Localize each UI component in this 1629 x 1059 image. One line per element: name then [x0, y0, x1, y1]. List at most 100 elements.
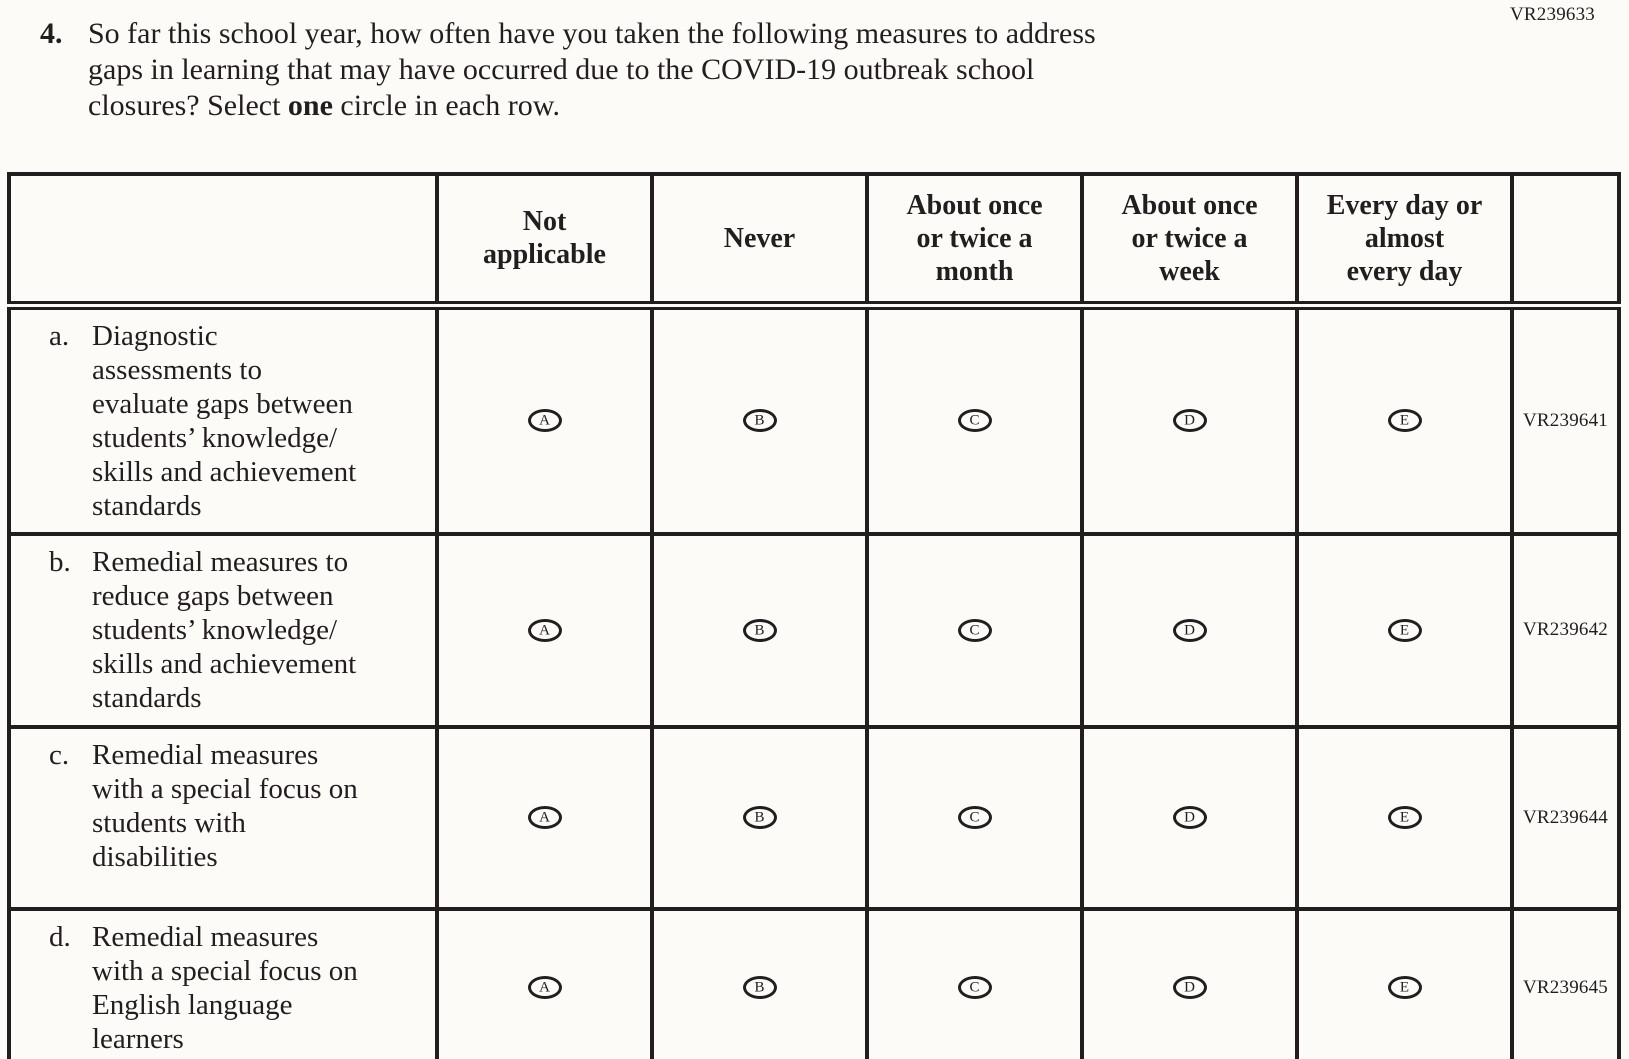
- row-stub-cell: b. Remedial measures to reduce gaps betwe…: [7, 531, 439, 729]
- option-bubble-c[interactable]: C: [957, 976, 992, 999]
- option-cell: B: [650, 531, 869, 729]
- column-header-line: Every day or: [1326, 189, 1483, 221]
- option-cell: C: [865, 303, 1084, 536]
- row-label-line: standards: [92, 489, 202, 522]
- row-label-line: reduce gaps between: [92, 579, 334, 612]
- row-label-line: Diagnostic: [92, 319, 218, 352]
- column-header-line: applicable: [483, 239, 606, 271]
- option-bubble-b[interactable]: B: [742, 618, 777, 642]
- column-header-line: About once: [906, 189, 1043, 221]
- option-bubble-b[interactable]: B: [742, 806, 777, 829]
- column-header-line: week: [1159, 255, 1220, 287]
- question-line-2: gaps in learning that may have occurred …: [88, 53, 1035, 86]
- option-cell: D: [1080, 531, 1299, 729]
- row-label-line: students’ knowledge/: [92, 613, 338, 646]
- option-bubble-b[interactable]: B: [742, 976, 777, 999]
- option-bubble-d[interactable]: D: [1172, 409, 1207, 432]
- page-form-code: VR239633: [1510, 4, 1595, 25]
- option-bubble-d[interactable]: D: [1172, 806, 1207, 829]
- row-label-line: learners: [92, 1022, 184, 1055]
- row-label: Remedial measures with a special focus on…: [92, 738, 429, 874]
- option-bubble-e[interactable]: E: [1387, 976, 1422, 999]
- option-bubble-a[interactable]: A: [527, 409, 562, 432]
- option-cell: B: [650, 303, 869, 536]
- column-header-line: every day: [1346, 255, 1463, 287]
- row-code: VR239645: [1510, 906, 1621, 1059]
- question-line-1: So far this school year, how often have …: [88, 17, 1096, 50]
- column-header-line: or twice a: [1131, 222, 1248, 254]
- column-header-line: About once: [1121, 189, 1258, 221]
- table-row: d. Remedial measures with a special focus…: [7, 906, 1621, 1059]
- row-label-line: Remedial measures: [92, 738, 319, 771]
- option-bubble-b[interactable]: B: [742, 409, 777, 432]
- option-cell: C: [865, 906, 1084, 1059]
- column-header-line: almost: [1364, 222, 1445, 254]
- option-cell: E: [1295, 303, 1514, 536]
- question-number: 4.: [40, 17, 63, 50]
- row-stub-cell: d. Remedial measures with a special focus…: [7, 906, 439, 1059]
- option-bubble-c[interactable]: C: [957, 806, 992, 829]
- option-cell: B: [650, 906, 869, 1059]
- option-cell: D: [1080, 724, 1299, 911]
- option-bubble-d[interactable]: D: [1172, 618, 1207, 642]
- row-label-line: students with: [92, 806, 246, 839]
- table-row: a. Diagnostic assessments to evaluate gaps…: [7, 303, 1621, 536]
- row-code: VR239641: [1510, 303, 1621, 536]
- option-bubble-e[interactable]: E: [1387, 806, 1422, 829]
- row-stub-cell: c. Remedial measures with a special focus…: [7, 724, 439, 911]
- column-header-line: Never: [723, 222, 796, 254]
- option-cell: D: [1080, 906, 1299, 1059]
- option-cell: C: [865, 724, 1084, 911]
- option-bubble-c[interactable]: C: [957, 618, 992, 642]
- row-label: Remedial measures to reduce gaps between s…: [92, 545, 429, 715]
- option-cell: A: [435, 724, 654, 911]
- row-label-line: evaluate gaps between: [92, 387, 353, 420]
- row-label-line: skills and achievement: [92, 455, 357, 488]
- column-header-line: or twice a: [916, 222, 1033, 254]
- option-bubble-a[interactable]: A: [527, 806, 562, 829]
- row-letter: b.: [49, 545, 71, 578]
- question-block: 4. So far this school year, how often ha…: [40, 16, 1096, 124]
- row-letter: c.: [49, 738, 70, 771]
- option-bubble-a[interactable]: A: [527, 976, 562, 999]
- stub-header-cell: [7, 172, 439, 310]
- table-row: c. Remedial measures with a special focus…: [7, 724, 1621, 911]
- option-cell: E: [1295, 724, 1514, 911]
- row-label: Diagnostic assessments to evaluate gaps be…: [92, 319, 429, 523]
- table-row: b. Remedial measures to reduce gaps betwe…: [7, 531, 1621, 729]
- row-label-line: with a special focus on: [92, 954, 358, 987]
- option-bubble-d[interactable]: D: [1172, 976, 1207, 999]
- question-text: So far this school year, how often have …: [88, 16, 1096, 124]
- row-label-line: disabilities: [92, 840, 218, 873]
- header-row: Not applicable Never About once or twice a…: [7, 172, 1621, 310]
- option-cell: B: [650, 724, 869, 911]
- row-letter: d.: [49, 920, 71, 953]
- option-cell: E: [1295, 906, 1514, 1059]
- question-line-3: closures? Select one circle in each row.: [88, 89, 561, 122]
- row-stub-cell: a. Diagnostic assessments to evaluate gaps…: [7, 303, 439, 536]
- option-bubble-c[interactable]: C: [957, 409, 992, 432]
- column-header-line: Not: [522, 206, 567, 238]
- row-label-line: with a special focus on: [92, 772, 358, 805]
- code-header-cell: [1510, 172, 1621, 310]
- option-bubble-e[interactable]: E: [1387, 409, 1422, 432]
- row-label-line: assessments to: [92, 353, 262, 386]
- column-header-not-applicable: Not applicable: [435, 172, 654, 310]
- question-bold-word: one: [287, 89, 333, 122]
- option-bubble-a[interactable]: A: [527, 618, 562, 642]
- option-cell: D: [1080, 303, 1299, 536]
- column-header-once-twice-week: About once or twice a week: [1080, 172, 1299, 310]
- row-label-line: English language: [92, 988, 293, 1021]
- column-header-once-twice-month: About once or twice a month: [865, 172, 1084, 310]
- row-letter: a.: [49, 319, 70, 352]
- row-label-line: students’ knowledge/: [92, 421, 338, 454]
- row-label-line: Remedial measures to: [92, 545, 349, 578]
- option-cell: A: [435, 906, 654, 1059]
- option-bubble-e[interactable]: E: [1387, 618, 1422, 642]
- column-header-line: month: [935, 255, 1014, 287]
- row-label-line: standards: [92, 681, 202, 714]
- option-cell: C: [865, 531, 1084, 729]
- row-label: Remedial measures with a special focus on…: [92, 920, 429, 1056]
- option-cell: E: [1295, 531, 1514, 729]
